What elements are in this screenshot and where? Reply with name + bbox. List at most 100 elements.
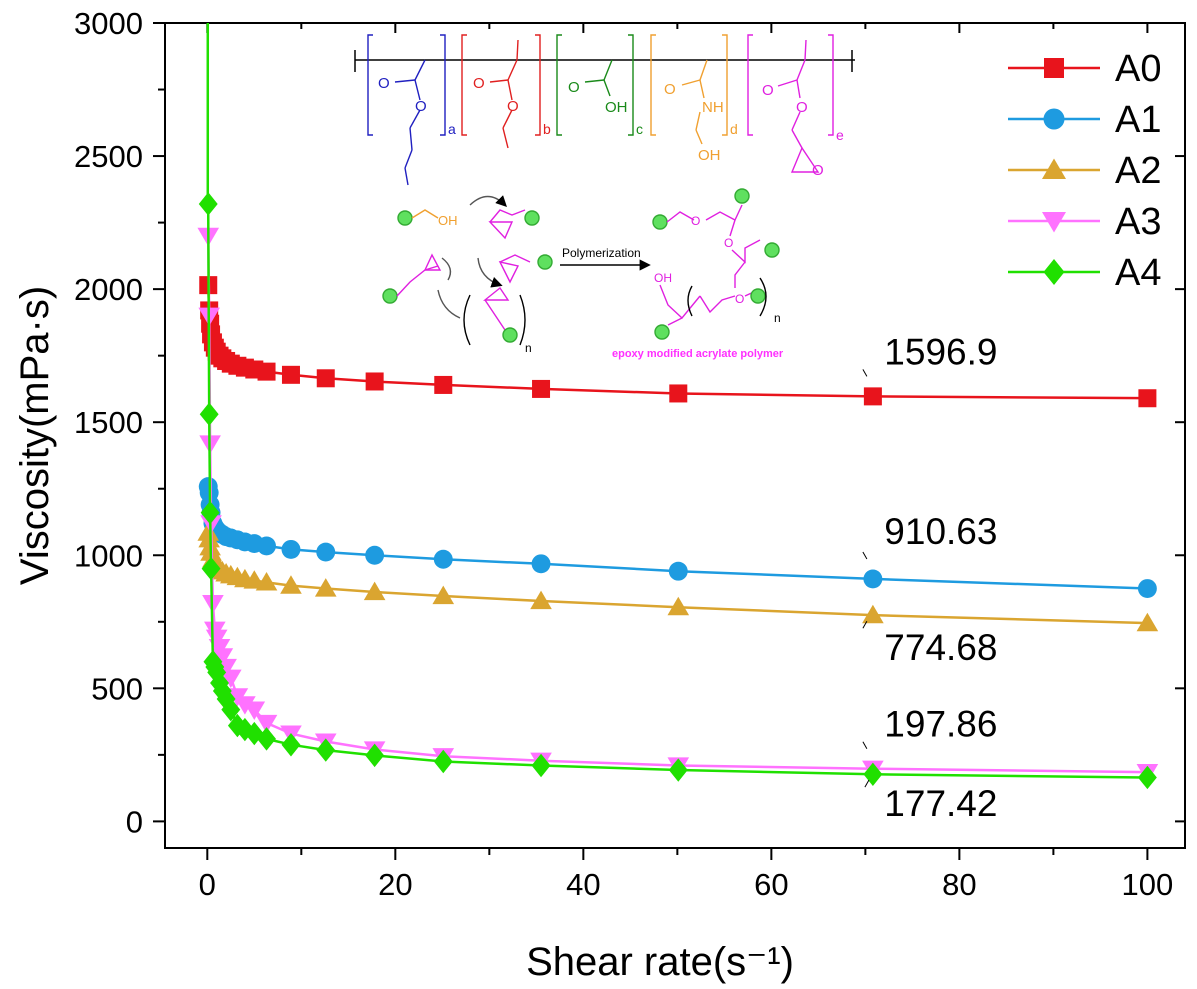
data-point-A4 xyxy=(201,556,221,581)
legend-marker xyxy=(1043,108,1065,130)
label-nh-d: NH xyxy=(702,99,724,116)
data-point-A4 xyxy=(227,713,247,738)
data-point-A1 xyxy=(433,549,453,569)
y-tick-label: 0 xyxy=(126,804,143,839)
y-tick-label: 1500 xyxy=(74,405,143,440)
data-point-A3 xyxy=(220,669,242,689)
legend-item-A3: A3 xyxy=(1008,201,1161,243)
subscript-a: a xyxy=(448,121,456,137)
series-A4 xyxy=(198,192,1157,790)
label-o-b: O xyxy=(473,75,485,92)
legend-marker xyxy=(1042,212,1066,233)
data-point-A2 xyxy=(530,590,552,610)
annotation-leader xyxy=(864,779,870,788)
data-point-A3 xyxy=(208,638,231,658)
y-axis-title: Viscosity(mPa·s) xyxy=(13,286,57,585)
legend-item-A1: A1 xyxy=(1008,99,1161,141)
y-tick-label: 2500 xyxy=(74,139,143,174)
data-point-A0 xyxy=(1138,389,1157,408)
annotation-leader xyxy=(862,620,868,629)
label-o-e: O xyxy=(762,82,774,99)
data-point-A2 xyxy=(667,596,690,616)
data-point-A4 xyxy=(668,758,688,782)
label-n-right: n xyxy=(774,311,781,325)
annotation-label: 774.68 xyxy=(884,627,997,668)
legend-label: A4 xyxy=(1115,252,1161,294)
legend-marker xyxy=(1043,259,1065,285)
x-tick-label: 100 xyxy=(1122,867,1174,902)
data-point-A4 xyxy=(244,721,264,746)
annotation-leader xyxy=(862,551,868,560)
data-point-A4 xyxy=(316,738,336,762)
data-point-A0 xyxy=(281,365,300,384)
annotation-leader xyxy=(862,741,868,749)
data-point-A1 xyxy=(1137,579,1157,598)
series-A1 xyxy=(198,477,1157,598)
plot-border xyxy=(164,22,1186,849)
data-point-A0 xyxy=(257,362,276,381)
data-point-A1 xyxy=(257,536,276,556)
legend-item-A4: A4 xyxy=(1008,252,1161,294)
legend-marker xyxy=(1044,58,1064,78)
label-o-b2: O xyxy=(507,98,519,115)
x-tick-label: 20 xyxy=(378,867,412,902)
data-point-A4 xyxy=(1137,765,1157,790)
monomer-unit-a xyxy=(367,34,446,186)
data-point-A1 xyxy=(531,554,551,574)
mechanism: OH n xyxy=(382,195,651,355)
data-point-A4 xyxy=(257,727,276,751)
series-line-A4 xyxy=(206,203,1148,779)
x-tick-label: 60 xyxy=(754,867,788,902)
y-tick-label: 2000 xyxy=(74,272,143,307)
data-point-A0 xyxy=(532,379,551,398)
data-point-A4 xyxy=(200,500,220,525)
data-point-A4 xyxy=(221,697,241,722)
data-point-A4 xyxy=(863,762,883,786)
x-axis-title: Shear rate(s⁻¹) xyxy=(526,940,794,984)
polymerization-label: Polymerization xyxy=(562,246,641,260)
legend-label: A2 xyxy=(1115,150,1161,192)
legend-item-A0: A0 xyxy=(1008,48,1161,90)
label-oh-product: OH xyxy=(654,271,672,285)
data-point-A4 xyxy=(531,753,551,778)
data-point-A4 xyxy=(216,687,236,711)
data-point-A3 xyxy=(255,714,278,734)
y-tick-label: 1000 xyxy=(74,538,143,573)
label-o-product-2: O xyxy=(724,236,733,250)
monomer-unit-b xyxy=(461,34,541,149)
x-tick-label: 80 xyxy=(942,867,976,902)
annotation-label: 177.42 xyxy=(884,783,997,824)
legend-item-A2: A2 xyxy=(1008,150,1161,192)
legend-label: A0 xyxy=(1115,48,1161,90)
data-point-A0 xyxy=(863,387,882,406)
y-tick-label: 500 xyxy=(91,671,143,706)
label-oh-c: OH xyxy=(605,99,628,116)
label-o-c: O xyxy=(568,79,580,96)
data-point-A4 xyxy=(199,402,219,426)
subscript-d: d xyxy=(730,121,738,137)
data-point-A1 xyxy=(365,545,385,565)
annotation-label: 1596.9 xyxy=(884,331,997,372)
label-o-e2: O xyxy=(796,99,808,116)
data-point-A0 xyxy=(365,372,384,391)
legend-label: A3 xyxy=(1115,201,1161,243)
data-point-A1 xyxy=(281,539,301,559)
label-o-e3: O xyxy=(812,162,824,179)
annotation-label: 197.86 xyxy=(884,704,997,745)
annotation-leader xyxy=(862,369,868,377)
x-tick-label: 40 xyxy=(566,867,600,902)
data-point-A2 xyxy=(255,572,278,591)
annotation-label: 910.63 xyxy=(884,511,997,552)
data-point-A4 xyxy=(365,743,385,768)
data-point-A0 xyxy=(669,384,688,403)
monomer-unit-d xyxy=(650,34,728,145)
series-layer xyxy=(197,23,1159,790)
reaction-scheme-inset: O O a O O b O OH c xyxy=(354,34,855,360)
annotation-layer: 1596.9 910.63 774.68 197.86 177.42 xyxy=(862,331,997,824)
subscript-e: e xyxy=(836,127,844,143)
x-tick-label: 0 xyxy=(199,867,216,902)
series-line-A3 xyxy=(206,235,1148,774)
data-point-A2 xyxy=(363,581,386,601)
data-point-A3 xyxy=(211,648,234,667)
